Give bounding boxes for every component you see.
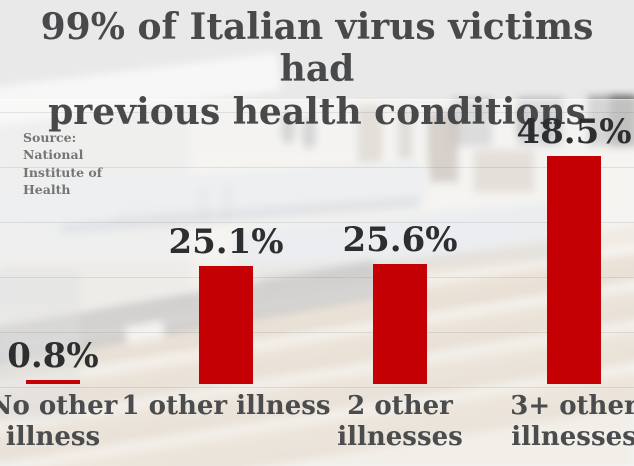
gridline <box>0 332 634 333</box>
category-label-1-other-illness: 1 other illness <box>121 391 331 421</box>
value-label-no-other-illness: 0.8% <box>7 335 99 376</box>
bar-3-plus-other-illnesses <box>547 156 601 384</box>
value-label-1-other-illness: 25.1% <box>168 221 284 262</box>
category-label-no-other-illness: No other illness <box>0 391 118 452</box>
gridline <box>0 277 634 278</box>
bar-1-other-illness <box>199 266 253 384</box>
category-label-3-plus-other-illnesses: 3+ other illnesses <box>510 391 634 452</box>
chart-title: 99% of Italian virus victims had previou… <box>40 6 594 133</box>
category-label-2-other-illnesses: 2 other illnesses <box>337 391 463 452</box>
gridline <box>0 222 634 223</box>
baseline-gridline <box>0 387 634 388</box>
source-note: Source: National Institute of Health <box>23 130 103 197</box>
bar-2-other-illnesses <box>373 264 427 384</box>
value-label-2-other-illnesses: 25.6% <box>342 219 458 260</box>
value-label-3-plus-other-illnesses: 48.5% <box>516 111 632 152</box>
bar-no-other-illness <box>26 380 80 384</box>
bg-white-wash <box>0 100 634 466</box>
gridline <box>0 167 634 168</box>
photo-top-edge <box>0 99 634 100</box>
gridline <box>0 112 634 113</box>
